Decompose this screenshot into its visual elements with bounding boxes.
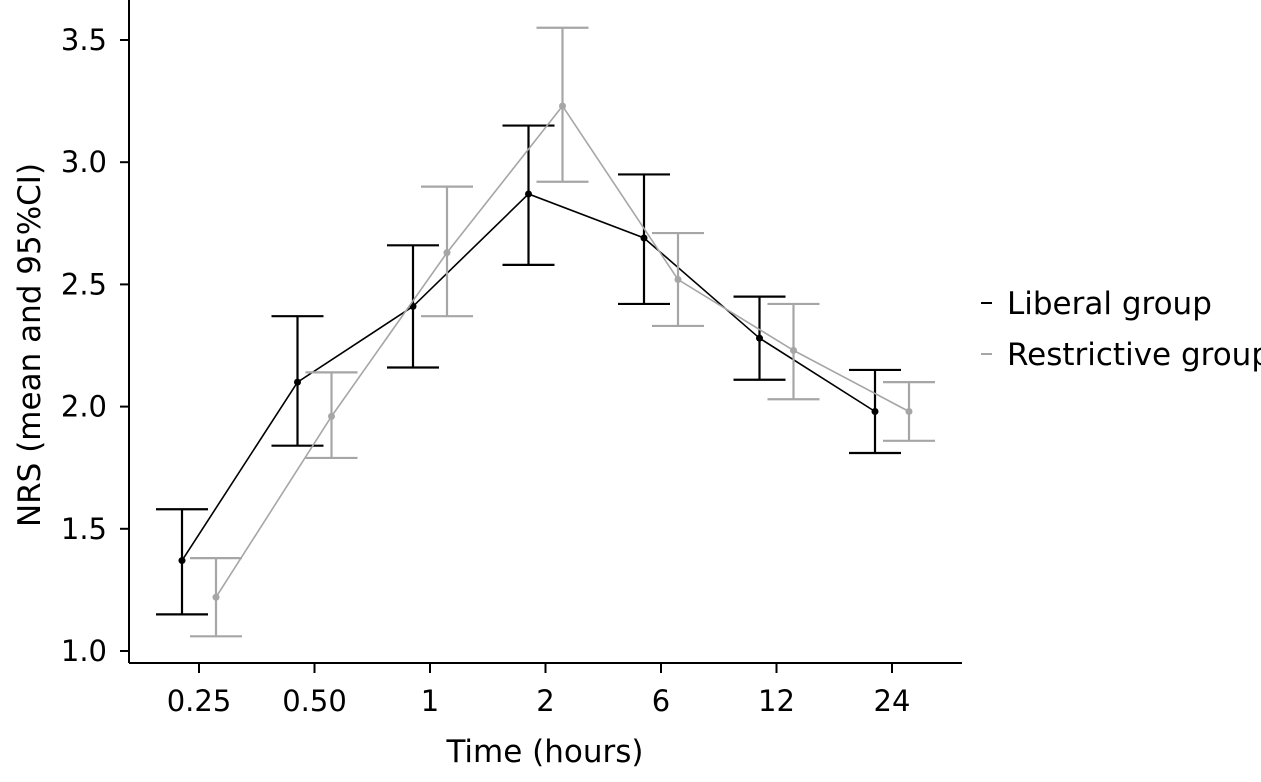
data-point bbox=[905, 407, 913, 415]
data-point bbox=[212, 593, 220, 601]
x-tick-label: 6 bbox=[652, 684, 670, 718]
data-point bbox=[871, 407, 879, 415]
data-point bbox=[674, 276, 682, 284]
y-tick-label: 1.0 bbox=[61, 634, 107, 668]
x-tick-label: 0.25 bbox=[167, 684, 232, 718]
data-point bbox=[559, 102, 566, 110]
data-point bbox=[640, 234, 648, 242]
x-tick-label: 2 bbox=[536, 684, 554, 718]
x-ticks: 0.25 0.50 1 2 6 12 24 bbox=[167, 663, 911, 718]
y-tick-label: 2.5 bbox=[61, 267, 107, 301]
series-layer bbox=[156, 26, 935, 638]
y-axis-title: NRS (mean and 95%CI) bbox=[12, 163, 48, 527]
data-point bbox=[525, 190, 532, 198]
y-ticks: 1.0 1.5 2.0 2.5 3.0 3.5 bbox=[61, 23, 129, 668]
y-tick-label: 2.0 bbox=[61, 390, 107, 424]
x-axis-title: Time (hours) bbox=[445, 734, 643, 770]
y-tick-label: 3.0 bbox=[61, 145, 107, 179]
legend: Liberal group Restrictive group bbox=[981, 286, 1261, 373]
data-point bbox=[443, 249, 451, 257]
series-liberal bbox=[156, 124, 901, 616]
data-point bbox=[756, 334, 763, 342]
axes bbox=[128, 0, 962, 664]
data-point bbox=[294, 378, 301, 386]
y-tick-label: 3.5 bbox=[61, 23, 107, 57]
x-tick-label: 1 bbox=[421, 684, 439, 718]
x-tick-label: 24 bbox=[874, 684, 911, 718]
data-point bbox=[328, 412, 335, 420]
legend-label-restrictive: Restrictive group bbox=[1007, 337, 1261, 373]
data-point bbox=[790, 346, 797, 354]
x-tick-label: 12 bbox=[758, 684, 795, 718]
x-tick-label: 0.50 bbox=[282, 684, 347, 718]
data-point bbox=[178, 557, 186, 565]
legend-label-liberal: Liberal group bbox=[1007, 286, 1212, 322]
y-tick-label: 1.5 bbox=[61, 512, 107, 546]
series-restrictive bbox=[190, 26, 935, 638]
